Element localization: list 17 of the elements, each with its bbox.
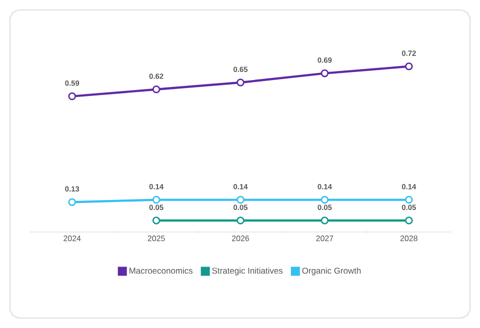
legend-label: Macroeconomics bbox=[130, 267, 193, 274]
point bbox=[405, 62, 413, 70]
point bbox=[236, 196, 244, 204]
legend-label: Organic Growth bbox=[302, 267, 361, 276]
point bbox=[236, 78, 244, 86]
point bbox=[68, 198, 76, 206]
point bbox=[152, 196, 160, 204]
point bbox=[152, 216, 160, 224]
point bbox=[68, 92, 76, 100]
point bbox=[320, 196, 329, 204]
point bbox=[405, 216, 413, 224]
legend-label: Strategic Initiatives bbox=[212, 267, 283, 276]
point bbox=[320, 216, 329, 224]
point bbox=[152, 86, 160, 94]
point bbox=[405, 196, 413, 204]
point bbox=[236, 216, 244, 224]
point bbox=[320, 69, 329, 78]
